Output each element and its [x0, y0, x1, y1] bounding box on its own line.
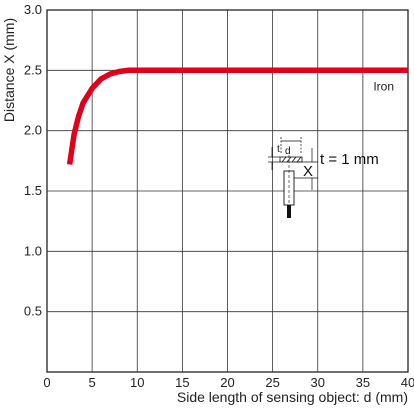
series-layer: Iron — [66, 67, 408, 165]
inset-label-x: X — [303, 163, 313, 180]
series-line-iron — [66, 67, 408, 165]
x-tick-label: 15 — [175, 375, 189, 390]
x-tick-label: 10 — [130, 375, 144, 390]
sensing-object-diagram: d t X t = 1 mm — [268, 137, 379, 218]
series-label: Iron — [373, 79, 394, 93]
x-tick-label: 5 — [89, 375, 96, 390]
y-tick-label: 0.5 — [24, 304, 42, 319]
hatch-line — [291, 156, 297, 163]
sensor-cable — [287, 205, 291, 218]
y-tick-label: 3.0 — [24, 2, 42, 17]
hatch-line — [286, 156, 292, 163]
y-tick-label: 2.0 — [24, 123, 42, 138]
x-axis-title: Side length of sensing object: d (mm) — [177, 389, 408, 405]
hatch-line — [296, 156, 302, 163]
x-tick-label: 20 — [220, 375, 234, 390]
y-tick-label: 1.5 — [24, 183, 42, 198]
inset-label-t: t — [277, 144, 280, 155]
x-tick-label: 40 — [401, 375, 414, 390]
inset-label-d: d — [285, 146, 291, 157]
x-tick-label: 30 — [311, 375, 325, 390]
hatch-line — [281, 156, 287, 163]
x-tick-label: 35 — [356, 375, 370, 390]
tick-labels: 0 5 10 15 20 25 30 35 40 0.5 1.0 1.5 2.0 2.5 3.0 — [24, 2, 414, 390]
condition-label: t = 1 mm — [320, 151, 379, 168]
x-tick-label: 0 — [43, 375, 50, 390]
y-tick-label: 1.0 — [24, 243, 42, 258]
x-tick-label: 25 — [265, 375, 279, 390]
y-axis-title: Distance X (mm) — [1, 18, 17, 122]
y-tick-label: 2.5 — [24, 62, 42, 77]
